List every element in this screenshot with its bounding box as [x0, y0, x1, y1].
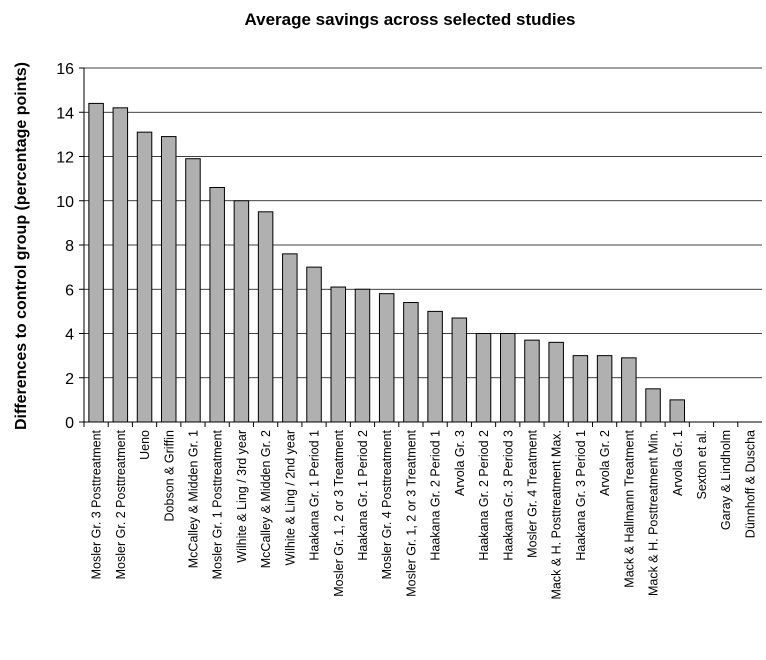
- bar: [475, 333, 492, 423]
- y-tick-label: 14: [56, 105, 74, 122]
- bar: [403, 302, 419, 423]
- bar: [524, 339, 540, 423]
- x-tick-label: Dobson & Griffin: [162, 430, 176, 522]
- bar: [185, 158, 201, 423]
- x-tick-label: Sexton et al.: [695, 430, 709, 500]
- bar: [330, 286, 346, 423]
- x-tick-label: Haakana Gr. 1 Period 2: [356, 430, 370, 561]
- x-tick-label: Haakana Gr. 3 Period 3: [501, 430, 515, 561]
- chart-title: Average savings across selected studies: [244, 10, 575, 29]
- y-tick-labels: 0 2 4 6 8 10 12 14 16: [56, 61, 84, 432]
- bar: [596, 355, 613, 423]
- bar: [621, 357, 637, 423]
- y-tick-label: 0: [65, 415, 74, 432]
- bar: [500, 333, 516, 423]
- y-tick-label: 16: [56, 61, 74, 78]
- x-tick-labels: Mosler Gr. 3 Posttreatment Mosler Gr. 2 P…: [83, 422, 757, 600]
- y-axis-label: Differences to control group (percentage…: [13, 62, 30, 430]
- x-tick-label: Arvola Gr. 3: [453, 430, 467, 496]
- x-tick-label: Mosler Gr. 2 Posttreatment: [114, 429, 128, 579]
- x-tick-label: Ueno: [138, 430, 152, 460]
- y-tick-label: 8: [65, 238, 74, 255]
- bar: [257, 211, 274, 423]
- bar: [378, 293, 395, 423]
- y-tick-label: 2: [65, 371, 74, 388]
- bar: [669, 399, 685, 423]
- bar: [645, 388, 661, 423]
- x-tick-label: Mosler Gr. 1 Posttreatment: [211, 429, 225, 579]
- bar: [548, 341, 564, 423]
- x-tick-label: McCalley & Midden Gr. 2: [259, 430, 273, 568]
- x-tick-label: Haakana Gr. 1 Period 1: [308, 430, 322, 561]
- x-tick-label: Dünnhoff & Duscha: [743, 430, 757, 538]
- bar: [451, 317, 468, 423]
- x-tick-label: Arvola Gr. 1: [671, 430, 685, 496]
- x-tick-label: Mosler Gr. 1, 2 or 3 Treatment: [404, 429, 418, 596]
- bar: [161, 136, 177, 423]
- bar: [88, 102, 104, 423]
- x-tick-label: Garay & Lindholm: [719, 430, 733, 530]
- bar: [136, 131, 153, 423]
- y-tick-label: 12: [56, 150, 74, 167]
- x-tick-label: Mosler Gr. 1, 2 or 3 Treatment: [332, 429, 346, 596]
- bar: [282, 253, 298, 423]
- y-tick-label: 6: [65, 282, 74, 299]
- x-tick-label: Arvola Gr. 2: [598, 430, 612, 496]
- y-tick-label: 4: [65, 327, 74, 344]
- y-tick-label: 10: [56, 194, 74, 211]
- x-tick-label: Haakana Gr. 2 Period 1: [429, 430, 443, 561]
- x-tick-label: Mack & H. Posttreatment Min.: [647, 430, 661, 596]
- x-tick-label: Haakana Gr. 3 Period 1: [574, 430, 588, 561]
- bar: [427, 310, 443, 423]
- x-tick-label: Mack & H. Posttreatment Max.: [550, 430, 564, 600]
- x-tick-label: Mosler Gr. 4 Treatment: [525, 429, 539, 557]
- bar: [112, 107, 129, 423]
- x-tick-label: Wilhite & Ling / 2nd year: [283, 430, 297, 566]
- bars: [88, 102, 685, 423]
- x-tick-label: Mosler Gr. 3 Posttreatment: [90, 429, 104, 579]
- x-tick-label: Mack & Hallmann Treatment: [622, 429, 636, 587]
- bar: [233, 200, 250, 423]
- x-tick-label: Haakana Gr. 2 Period 2: [477, 430, 491, 561]
- x-tick-label: Mosler Gr. 4 Posttreatment: [380, 429, 394, 579]
- x-tick-label: McCalley & Midden Gr. 1: [186, 430, 200, 568]
- bar: [572, 355, 589, 423]
- bar: [209, 186, 225, 423]
- bar: [354, 288, 371, 423]
- bar: [306, 266, 322, 423]
- x-tick-label: Wilhite & Ling / 3rd year: [235, 430, 249, 563]
